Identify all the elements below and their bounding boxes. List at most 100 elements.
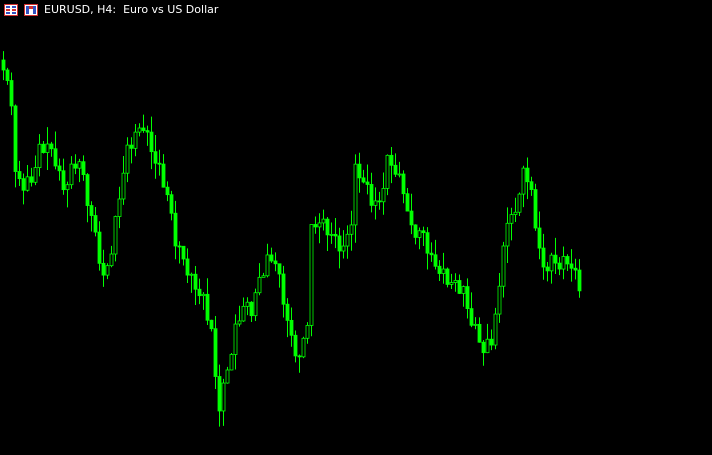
candle-body	[261, 275, 266, 278]
candle-body	[41, 143, 46, 153]
candle	[129, 137, 134, 164]
candle	[433, 239, 438, 270]
candle-body	[537, 227, 542, 249]
candle-body	[101, 262, 106, 276]
candle-body	[81, 161, 86, 175]
candle-body	[29, 176, 34, 183]
candle	[281, 265, 286, 318]
candle	[177, 241, 182, 264]
candle	[341, 230, 346, 259]
candle-body	[237, 320, 242, 325]
candle-body	[177, 245, 182, 248]
candle-body	[169, 194, 174, 214]
candle	[257, 263, 262, 296]
candle	[313, 216, 318, 234]
candle	[97, 221, 102, 271]
candle-body	[345, 233, 350, 247]
candle	[489, 329, 494, 351]
candle	[145, 125, 150, 146]
candle-body	[53, 148, 58, 167]
candle-body	[509, 214, 514, 224]
candle	[13, 104, 18, 188]
candle	[513, 197, 518, 223]
candle	[389, 146, 394, 184]
candle	[225, 366, 230, 384]
candle-body	[133, 131, 138, 149]
candle-body	[357, 163, 362, 179]
candle-body	[125, 144, 130, 174]
chart-window-icon[interactable]	[4, 4, 18, 16]
candle-body	[189, 273, 194, 276]
candle-body	[1, 59, 6, 71]
candle	[561, 246, 566, 280]
candle-body	[553, 254, 558, 264]
candle-body	[145, 130, 150, 133]
candle	[41, 141, 46, 154]
candle-body	[577, 269, 582, 292]
candle	[325, 216, 330, 252]
candle	[525, 157, 530, 200]
candle	[377, 191, 382, 210]
candle	[137, 123, 142, 137]
candle	[29, 167, 34, 187]
candle-body	[137, 127, 142, 133]
candle	[289, 307, 294, 347]
symbol-icon[interactable]	[24, 4, 38, 16]
candle	[301, 336, 306, 359]
candle-body	[401, 173, 406, 195]
candle	[181, 245, 186, 266]
candle	[485, 323, 490, 354]
candle	[269, 247, 274, 263]
candle-body	[213, 328, 218, 377]
candle	[417, 227, 422, 250]
candle-body	[317, 222, 322, 228]
candle-body	[273, 260, 278, 265]
candle	[549, 252, 554, 284]
candle	[509, 207, 514, 241]
candle-body	[185, 258, 190, 276]
candle	[197, 278, 202, 305]
candle-body	[205, 293, 210, 321]
candle-body	[17, 171, 22, 180]
candle	[213, 315, 218, 390]
candle-body	[193, 273, 198, 290]
candle	[101, 249, 106, 287]
candle	[249, 301, 254, 323]
candle	[545, 262, 550, 282]
candle-body	[97, 231, 102, 264]
candle	[421, 226, 426, 246]
candle	[317, 213, 322, 244]
candle	[173, 200, 178, 260]
candle-body	[249, 301, 254, 317]
candle-body	[465, 286, 470, 310]
candle-body	[405, 193, 410, 212]
candle-body	[549, 254, 554, 272]
candle	[273, 252, 278, 272]
candle	[37, 134, 42, 177]
candle	[117, 186, 122, 229]
candle-body	[461, 286, 466, 294]
candle-body	[481, 341, 486, 354]
candle	[201, 292, 206, 310]
candle-body	[421, 230, 426, 234]
candle-body	[37, 143, 42, 169]
candle-body	[257, 276, 262, 294]
candle-body	[313, 224, 318, 228]
candle-body	[49, 143, 54, 150]
candle	[125, 137, 130, 183]
candle	[169, 190, 174, 221]
candle-body	[457, 280, 462, 294]
candle	[217, 364, 222, 427]
candle	[141, 114, 146, 133]
candle	[449, 273, 454, 289]
candle-body	[545, 266, 550, 272]
candle-body	[453, 280, 458, 283]
candle	[533, 183, 538, 231]
candle-body	[113, 216, 118, 255]
candle	[53, 131, 58, 170]
candle	[209, 319, 214, 332]
candle	[529, 176, 534, 196]
candle-body	[289, 319, 294, 336]
candle-body	[397, 173, 402, 176]
